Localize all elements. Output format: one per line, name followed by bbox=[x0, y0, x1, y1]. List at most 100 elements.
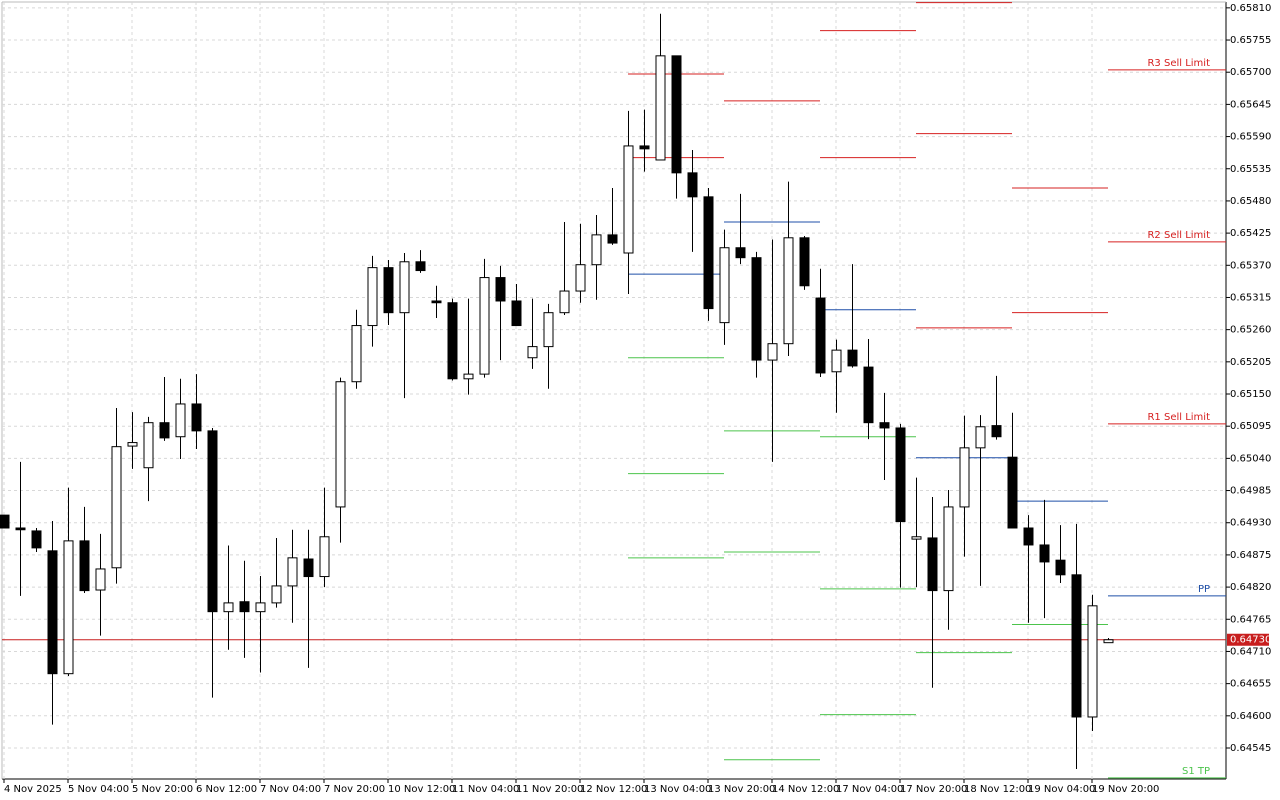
y-tick-label: 0.64820 bbox=[1230, 582, 1271, 593]
candle-body bbox=[543, 312, 554, 348]
candle-body bbox=[383, 267, 394, 314]
y-tick-label: 0.64765 bbox=[1230, 614, 1271, 625]
candle-body bbox=[879, 422, 890, 429]
y-tick-label: 0.65370 bbox=[1230, 260, 1271, 271]
candle-body bbox=[527, 346, 538, 359]
candle-body bbox=[575, 264, 586, 292]
candle-body bbox=[1087, 605, 1098, 718]
candle-body bbox=[479, 277, 490, 375]
candle-body bbox=[847, 349, 858, 367]
candle-body bbox=[351, 325, 362, 383]
candle-body bbox=[799, 237, 810, 287]
candle-body bbox=[399, 261, 410, 314]
candle-body bbox=[671, 55, 682, 174]
level-label: S1 TP bbox=[1182, 766, 1210, 777]
x-tick-label: 13 Nov 04:00 bbox=[644, 784, 711, 795]
candle-body bbox=[751, 257, 762, 361]
x-tick-label: 19 Nov 04:00 bbox=[1028, 784, 1095, 795]
candle-body bbox=[175, 403, 186, 438]
candle-body bbox=[415, 261, 426, 272]
candle-body bbox=[1103, 639, 1114, 644]
y-tick-label: 0.65205 bbox=[1230, 357, 1271, 368]
candle-body bbox=[367, 267, 378, 327]
candle-body bbox=[143, 422, 154, 469]
candle-body bbox=[79, 540, 90, 592]
candle-body bbox=[735, 247, 746, 259]
candle-body bbox=[959, 447, 970, 508]
candle-body bbox=[927, 537, 938, 592]
y-tick-label: 0.65095 bbox=[1230, 421, 1271, 432]
x-tick-label: 18 Nov 12:00 bbox=[964, 784, 1031, 795]
x-tick-label: 10 Nov 12:00 bbox=[388, 784, 455, 795]
candle-body bbox=[63, 540, 74, 675]
candle-body bbox=[591, 234, 602, 266]
y-tick-label: 0.65700 bbox=[1230, 67, 1271, 78]
x-tick-label: 19 Nov 20:00 bbox=[1092, 784, 1159, 795]
candle-body bbox=[111, 446, 122, 569]
x-tick-label: 11 Nov 04:00 bbox=[452, 784, 519, 795]
candle-body bbox=[975, 426, 986, 449]
candle-body bbox=[287, 557, 298, 587]
level-label: PP bbox=[1198, 584, 1210, 595]
candle-body bbox=[623, 145, 634, 254]
candle-body bbox=[831, 349, 842, 373]
candle-body bbox=[31, 530, 42, 549]
x-tick-label: 11 Nov 20:00 bbox=[516, 784, 583, 795]
candle-body bbox=[159, 422, 170, 439]
candle-body bbox=[687, 172, 698, 198]
candle-body bbox=[303, 558, 314, 578]
level-label: R3 Sell Limit bbox=[1147, 58, 1210, 69]
candle-body bbox=[943, 506, 954, 592]
candle-body bbox=[639, 145, 650, 150]
y-tick-label: 0.65425 bbox=[1230, 228, 1271, 239]
candle-body bbox=[783, 237, 794, 345]
candle-body bbox=[1071, 574, 1082, 718]
y-tick-label: 0.64600 bbox=[1230, 711, 1271, 722]
y-tick-label: 0.64655 bbox=[1230, 679, 1271, 690]
candle-body bbox=[863, 366, 874, 424]
candle-body bbox=[207, 430, 218, 613]
x-tick-label: 13 Nov 20:00 bbox=[708, 784, 775, 795]
candle-body bbox=[335, 381, 346, 508]
candle-body bbox=[15, 527, 26, 531]
candle-body bbox=[0, 514, 10, 529]
candle-body bbox=[559, 290, 570, 314]
candle-body bbox=[95, 568, 106, 591]
y-tick-label: 0.64875 bbox=[1230, 550, 1271, 561]
candle-body bbox=[767, 343, 778, 361]
candle-body bbox=[655, 55, 666, 161]
x-tick-label: 7 Nov 20:00 bbox=[324, 784, 385, 795]
y-tick-label: 0.65535 bbox=[1230, 164, 1271, 175]
y-tick-label: 0.64710 bbox=[1230, 646, 1271, 657]
candle-body bbox=[511, 300, 522, 327]
candle-body bbox=[319, 536, 330, 578]
candle-body bbox=[255, 602, 266, 613]
y-tick-label: 0.65315 bbox=[1230, 292, 1271, 303]
y-tick-label: 0.65260 bbox=[1230, 325, 1271, 336]
current-price-label: 0.64730 bbox=[1230, 635, 1271, 646]
y-tick-label: 0.65480 bbox=[1230, 196, 1271, 207]
candle-body bbox=[271, 585, 282, 604]
candle-body bbox=[431, 300, 442, 304]
level-label: R1 Sell Limit bbox=[1147, 412, 1210, 423]
x-tick-label: 17 Nov 20:00 bbox=[900, 784, 967, 795]
candle-body bbox=[1039, 544, 1050, 563]
y-tick-label: 0.65590 bbox=[1230, 132, 1271, 143]
x-tick-label: 5 Nov 20:00 bbox=[132, 784, 193, 795]
y-tick-label: 0.64930 bbox=[1230, 518, 1271, 529]
x-tick-label: 17 Nov 04:00 bbox=[836, 784, 903, 795]
candle-body bbox=[703, 196, 714, 310]
candle-body bbox=[191, 403, 202, 432]
candle-body bbox=[607, 234, 618, 244]
y-tick-label: 0.64985 bbox=[1230, 486, 1271, 497]
x-tick-label: 12 Nov 12:00 bbox=[580, 784, 647, 795]
x-tick-label: 5 Nov 04:00 bbox=[68, 784, 129, 795]
x-tick-label: 4 Nov 2025 bbox=[4, 784, 62, 795]
y-tick-label: 0.65810 bbox=[1230, 3, 1271, 14]
candle-body bbox=[895, 427, 906, 523]
candle-body bbox=[815, 297, 826, 374]
y-tick-label: 0.65755 bbox=[1230, 35, 1271, 46]
candle-body bbox=[223, 602, 234, 613]
